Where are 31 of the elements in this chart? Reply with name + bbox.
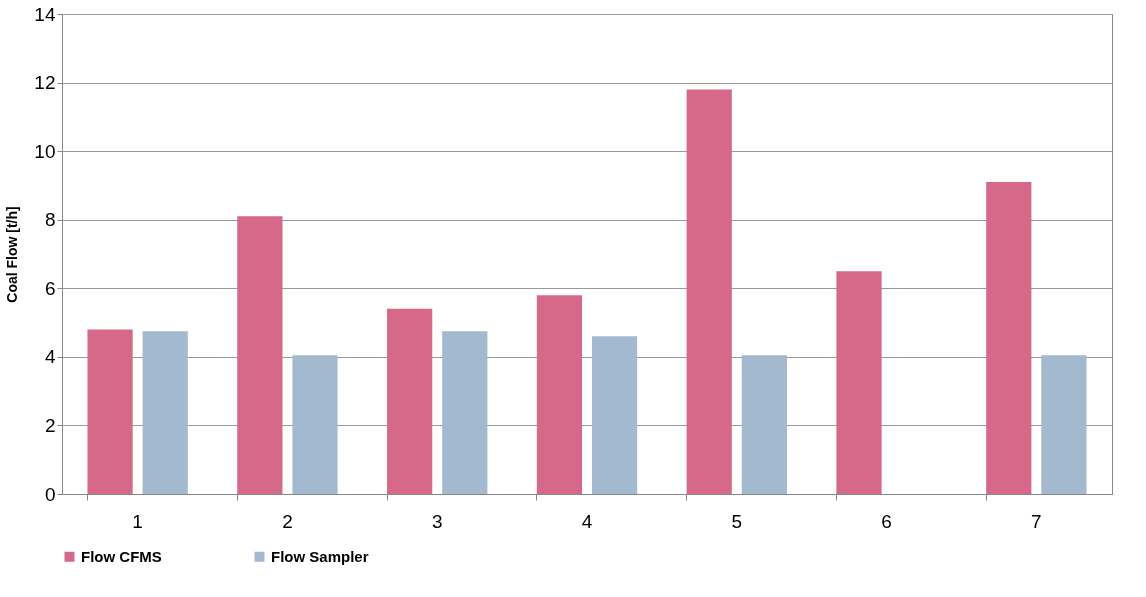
bar [87, 329, 133, 494]
x-tick-label: 1 [132, 510, 143, 532]
bar [237, 216, 283, 494]
bar [836, 271, 882, 494]
y-tick-label: 14 [34, 3, 56, 25]
x-tick-label: 4 [581, 510, 593, 532]
x-tick-label: 5 [731, 510, 743, 532]
y-tick-label: 2 [44, 414, 56, 436]
y-tick-label: 10 [34, 140, 56, 162]
bar [536, 295, 583, 494]
bar [142, 331, 188, 494]
y-tick-label: 6 [44, 277, 56, 299]
y-tick-label: 8 [44, 209, 56, 231]
y-tick-label: 12 [34, 72, 56, 94]
bar [741, 355, 787, 494]
x-tick-label: 3 [431, 510, 443, 532]
legend-label: Flow CFMS [81, 547, 162, 565]
bar [292, 355, 338, 494]
bar [442, 331, 488, 494]
y-axis-title: Coal Flow [t/h] [4, 206, 21, 303]
x-tick-label: 7 [1031, 510, 1042, 532]
x-tick-label: 6 [881, 510, 892, 532]
legend-label: Flow Sampler [271, 547, 369, 565]
bar [986, 182, 1032, 494]
x-tick-label: 2 [282, 510, 293, 532]
bar [387, 308, 433, 494]
bar [686, 89, 732, 494]
y-tick-label: 0 [44, 483, 56, 505]
bar [1041, 355, 1087, 494]
bar [591, 336, 638, 494]
y-tick-label: 4 [44, 346, 56, 368]
